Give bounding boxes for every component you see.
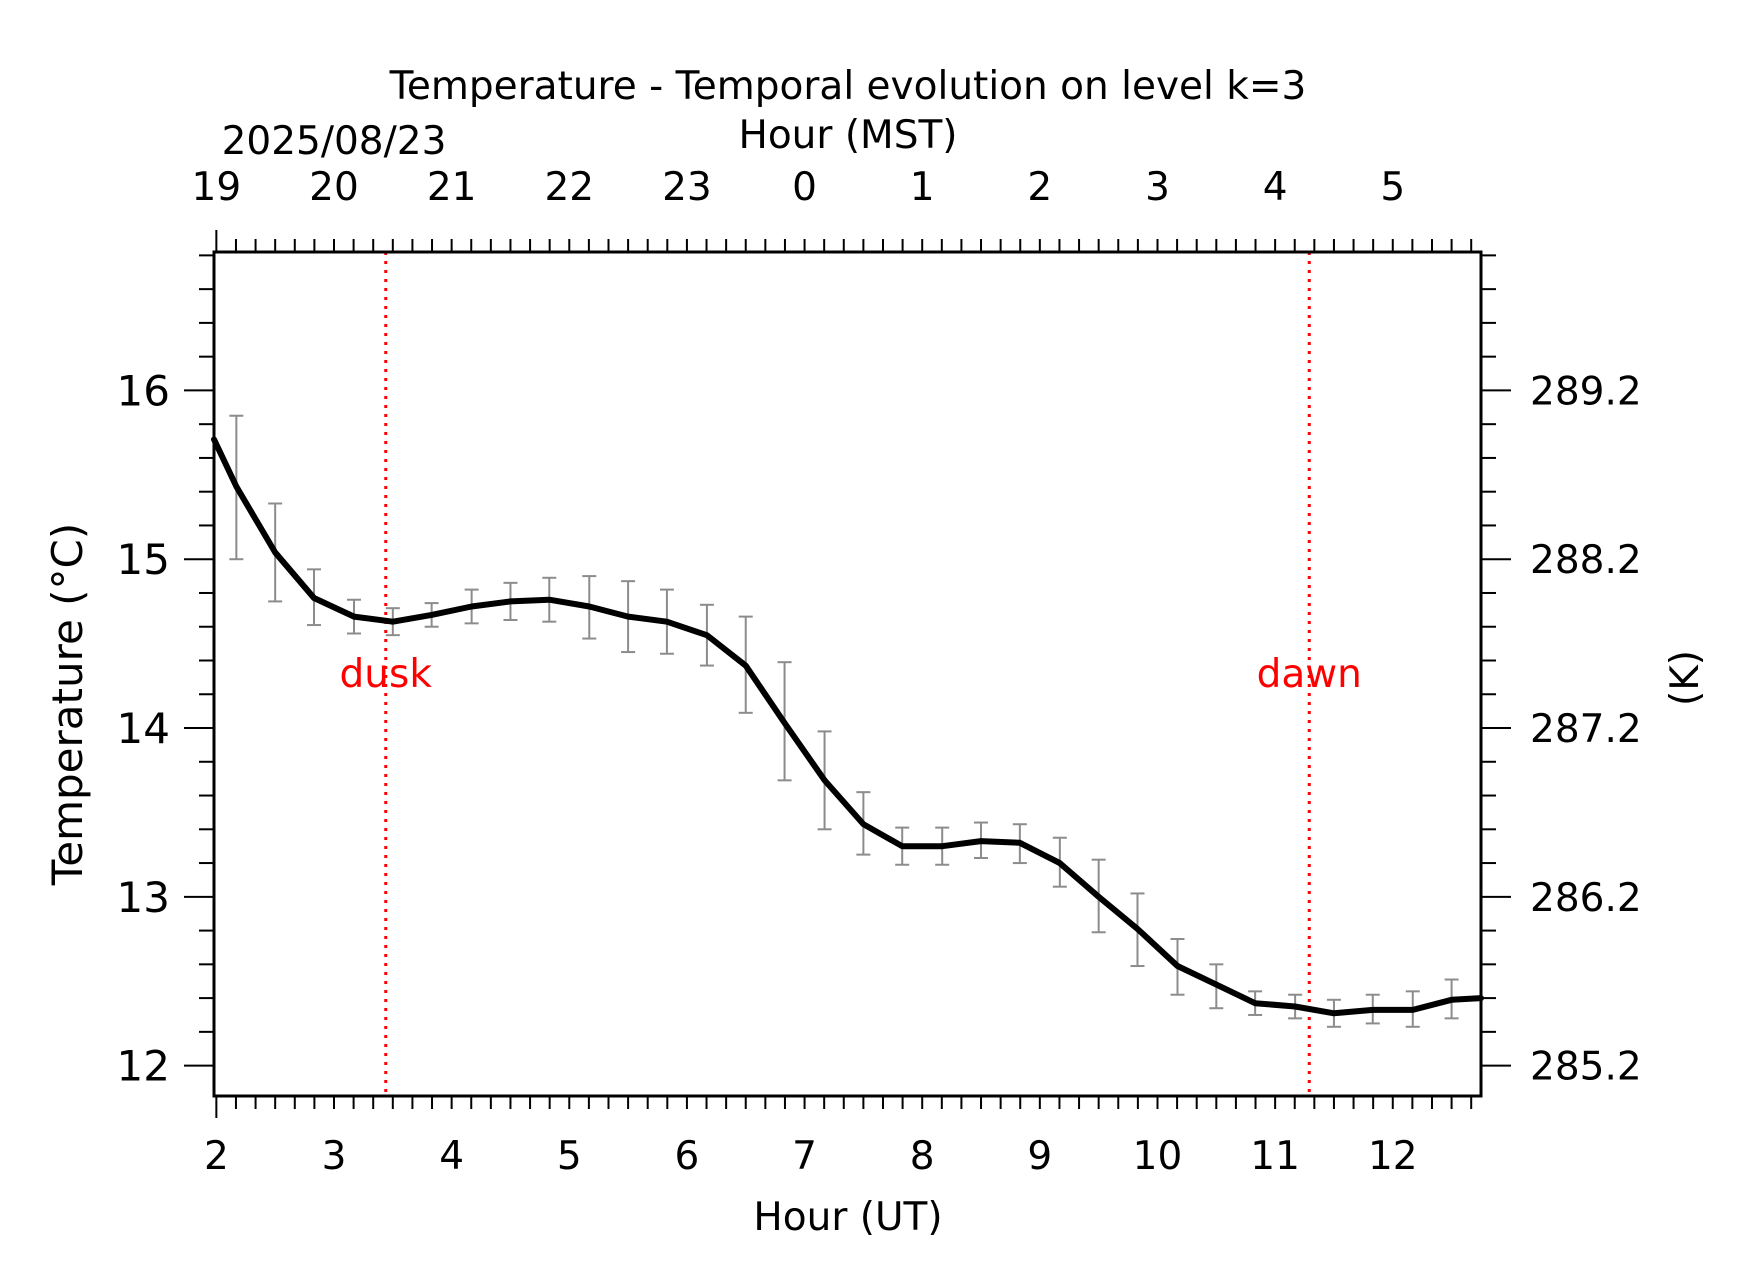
x-tick-label: 9 xyxy=(1027,1134,1052,1179)
x-tick-label: 6 xyxy=(675,1134,700,1179)
temperature-line xyxy=(211,436,1484,1017)
plot-frame xyxy=(212,250,1483,1098)
y-tick-label: 14 xyxy=(117,704,170,753)
x-tick-label: 4 xyxy=(439,1134,464,1179)
x-top-tick-label: 2 xyxy=(1027,165,1052,210)
event-markers: dusk dawn xyxy=(340,252,1362,1096)
x-axis-label: Hour (UT) xyxy=(753,1195,942,1240)
x-tick-label: 7 xyxy=(792,1134,817,1179)
y-right-tick-label: 287.2 xyxy=(1530,707,1642,752)
y-right-tick-label: 286.2 xyxy=(1530,876,1642,921)
error-bars xyxy=(229,414,1459,1028)
x-top-tick-label: 4 xyxy=(1263,165,1288,210)
event-label: dawn xyxy=(1257,652,1362,697)
y-axis-label: Temperature (°C) xyxy=(43,523,92,887)
x-tick-label: 12 xyxy=(1368,1134,1418,1179)
y-right-tick-label: 289.2 xyxy=(1530,369,1642,414)
y-tick-label: 15 xyxy=(117,535,170,584)
x-top-tick-label: 19 xyxy=(192,165,242,210)
x-top-tick-label: 22 xyxy=(544,165,594,210)
y-right-tick-label: 288.2 xyxy=(1530,538,1642,583)
y-tick-label: 12 xyxy=(117,1042,170,1091)
x-tick-label: 10 xyxy=(1133,1134,1183,1179)
x-top-tick-label: 23 xyxy=(662,165,712,210)
date-label: 2025/08/23 xyxy=(222,119,447,164)
x-top-tick-label: 5 xyxy=(1380,165,1405,210)
data-series xyxy=(211,436,1484,1017)
y-tick-label: 16 xyxy=(117,366,170,415)
y-right-axis-label: (K) xyxy=(1663,650,1708,706)
top-axis-label: Hour (MST) xyxy=(739,113,958,158)
y-right-tick-label: 285.2 xyxy=(1530,1045,1642,1090)
x-tick-label: 2 xyxy=(204,1134,229,1179)
x-top-tick-label: 0 xyxy=(792,165,817,210)
x-tick-label: 5 xyxy=(557,1134,582,1179)
event-label: dusk xyxy=(340,652,433,697)
y-tick-label: 13 xyxy=(117,873,170,922)
x-top-tick-label: 21 xyxy=(427,165,477,210)
chart-title: Temperature - Temporal evolution on leve… xyxy=(389,64,1307,109)
x-tick-label: 11 xyxy=(1250,1134,1300,1179)
x-top-tick-label: 3 xyxy=(1145,165,1170,210)
x-tick-label: 3 xyxy=(322,1134,347,1179)
x-top-tick-label: 1 xyxy=(910,165,935,210)
x-top-tick-label: 20 xyxy=(309,165,359,210)
x-tick-label: 8 xyxy=(910,1134,935,1179)
